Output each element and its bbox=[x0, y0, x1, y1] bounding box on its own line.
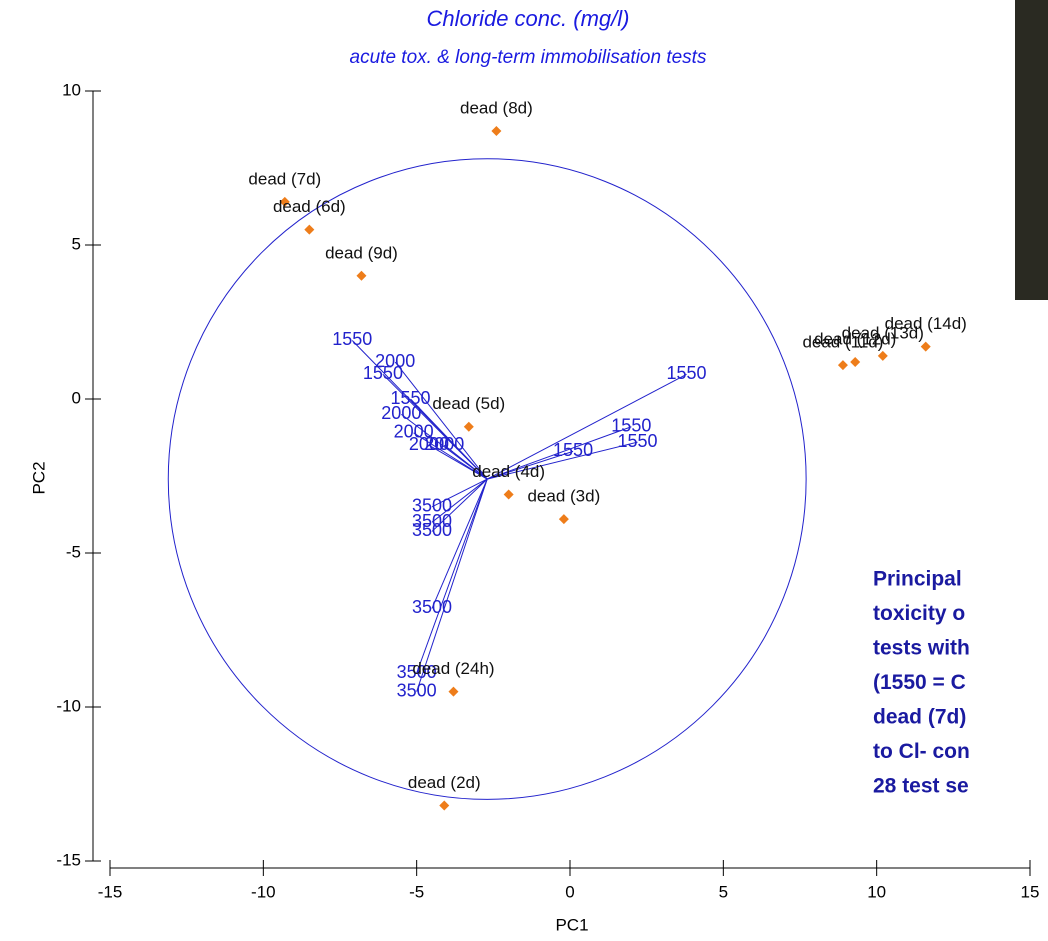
point-label: dead (5d) bbox=[432, 394, 505, 413]
chart-subtitle: acute tox. & long-term immobilisation te… bbox=[350, 47, 707, 68]
y-tick-label: 10 bbox=[62, 80, 81, 99]
loading-label: 3500 bbox=[412, 520, 452, 540]
x-tick-label: 0 bbox=[565, 882, 574, 901]
loading-vector bbox=[431, 478, 488, 609]
note-line: toxicity o bbox=[873, 602, 965, 625]
y-tick-label: -10 bbox=[56, 696, 81, 715]
x-tick-label: 15 bbox=[1021, 882, 1040, 901]
note-line: Principal bbox=[873, 568, 962, 591]
point bbox=[448, 686, 459, 697]
loading-vector bbox=[443, 444, 488, 480]
loading-label: 1550 bbox=[363, 363, 403, 383]
loading-vector bbox=[486, 373, 687, 480]
point bbox=[279, 196, 290, 207]
point-label: dead (13d) bbox=[842, 323, 924, 342]
loading-label: 3500 bbox=[397, 680, 437, 700]
point bbox=[850, 357, 861, 368]
point-label: dead (6d) bbox=[273, 197, 346, 216]
y-axis-label: PC2 bbox=[29, 461, 48, 494]
loading-label: 3500 bbox=[412, 597, 452, 617]
point-label: dead (3d) bbox=[527, 487, 600, 506]
loading-label: 1550 bbox=[553, 440, 593, 460]
point bbox=[463, 421, 474, 432]
y-tick-label: 0 bbox=[72, 388, 81, 407]
x-tick-label: 10 bbox=[867, 882, 886, 901]
loading-vector bbox=[431, 478, 488, 523]
point bbox=[837, 360, 848, 371]
loading-vector bbox=[416, 478, 488, 692]
loading-vector bbox=[410, 398, 488, 480]
loading-label: 2000 bbox=[424, 434, 464, 454]
point-label: dead (14d) bbox=[885, 314, 967, 333]
point bbox=[439, 800, 450, 811]
loading-vector bbox=[428, 444, 488, 480]
point bbox=[558, 514, 569, 525]
loading-label: 3500 bbox=[397, 662, 437, 682]
loading-label: 2000 bbox=[394, 422, 434, 442]
note-line: tests with bbox=[873, 637, 970, 660]
loading-label: 1550 bbox=[617, 431, 657, 451]
point-label: dead (11d) bbox=[802, 333, 883, 352]
loading-label: 2000 bbox=[381, 403, 421, 423]
point bbox=[356, 270, 367, 281]
loading-label: 1550 bbox=[332, 329, 372, 349]
point bbox=[491, 126, 502, 137]
loading-vector bbox=[487, 441, 638, 480]
note-line: 28 test se bbox=[873, 775, 969, 798]
point bbox=[304, 224, 315, 235]
point bbox=[920, 341, 931, 352]
loading-label: 3500 bbox=[412, 511, 452, 531]
note-line: to Cl- con bbox=[873, 740, 970, 763]
point bbox=[877, 350, 888, 361]
x-tick-label: -10 bbox=[251, 882, 276, 901]
x-axis-label: PC1 bbox=[555, 915, 588, 934]
y-tick-label: -15 bbox=[56, 850, 81, 869]
photo bbox=[1015, 0, 1048, 300]
loading-vector bbox=[431, 478, 488, 532]
loading-vector bbox=[431, 478, 488, 508]
point-label: dead (9d) bbox=[325, 243, 398, 262]
loading-label: 2000 bbox=[409, 434, 449, 454]
y-tick-label: -5 bbox=[66, 542, 81, 561]
point-label: dead (2d) bbox=[408, 773, 481, 792]
loading-label: 3500 bbox=[412, 496, 452, 516]
x-tick-label: -5 bbox=[409, 882, 424, 901]
loading-vector bbox=[487, 426, 632, 480]
x-tick-label: -15 bbox=[98, 882, 123, 901]
loading-label: 1550 bbox=[391, 388, 431, 408]
point-label: dead (8d) bbox=[460, 99, 533, 118]
point bbox=[503, 489, 514, 500]
loading-vector bbox=[394, 361, 488, 480]
point-label: dead (24h) bbox=[412, 659, 494, 678]
correlation-circle bbox=[167, 158, 807, 800]
point-label: dead (7d) bbox=[248, 169, 321, 188]
note-line: dead (7d) bbox=[873, 706, 966, 729]
note-line: (1550 = C bbox=[873, 671, 966, 694]
y-tick-label: 5 bbox=[72, 234, 81, 253]
loading-label: 2000 bbox=[375, 351, 415, 371]
point-label: dead (12d) bbox=[814, 330, 896, 349]
loading-label: 1550 bbox=[611, 415, 651, 435]
x-tick-label: 5 bbox=[719, 882, 728, 901]
loading-label: 1550 bbox=[667, 363, 707, 383]
chart-title: Chloride conc. (mg/l) bbox=[427, 6, 630, 31]
point-label: dead (4d) bbox=[472, 462, 545, 481]
loading-vector bbox=[487, 450, 574, 480]
loading-vector bbox=[416, 478, 488, 674]
